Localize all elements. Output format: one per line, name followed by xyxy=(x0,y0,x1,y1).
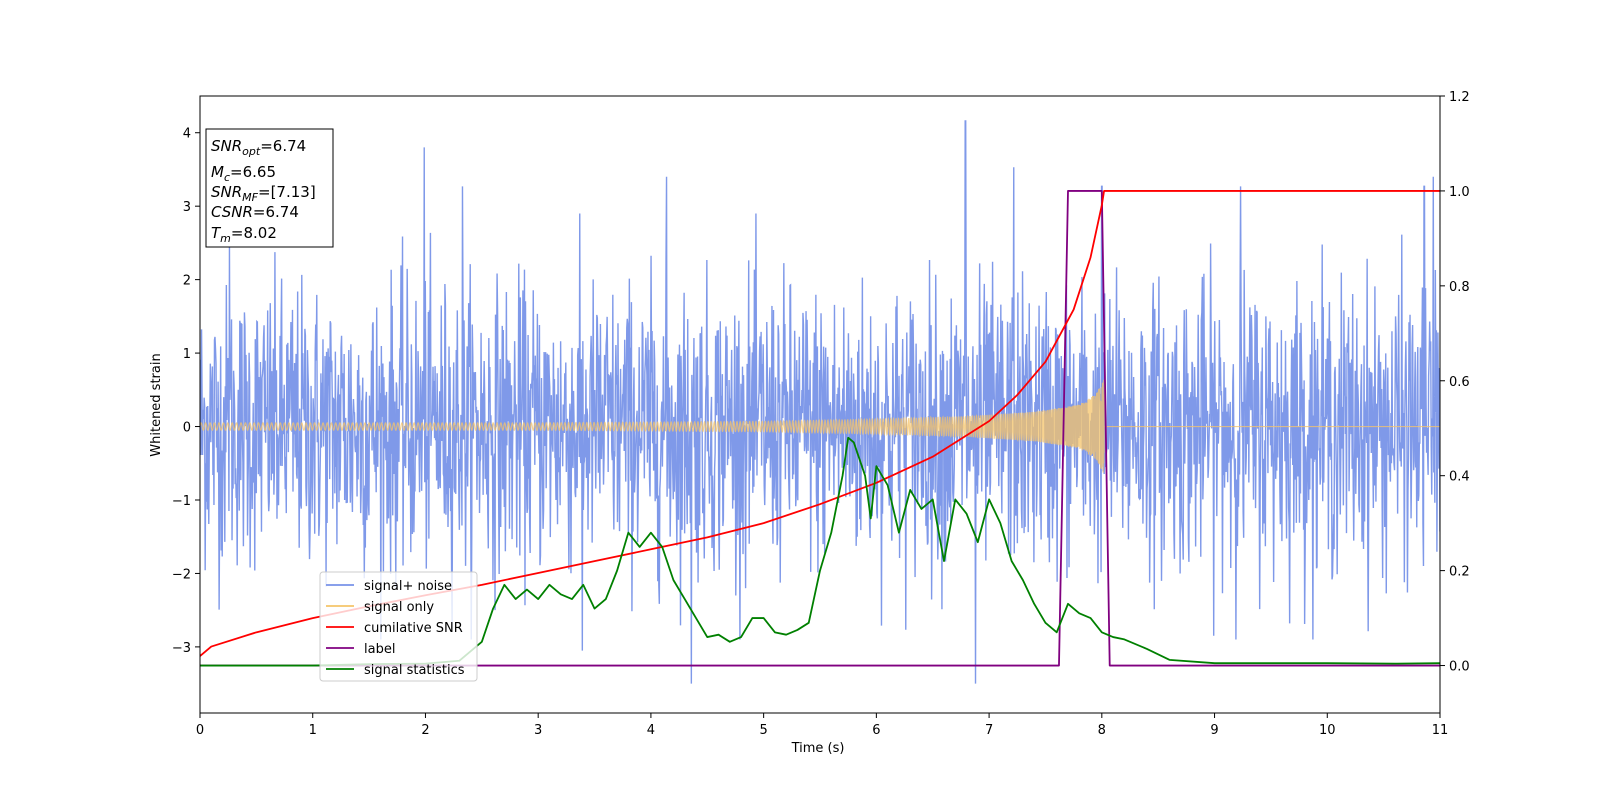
y-right-tick-label: 0.0 xyxy=(1449,660,1470,675)
x-tick-label: 5 xyxy=(759,723,767,738)
series-signal-noise-line xyxy=(200,120,1440,684)
y-left-tick-label: −2 xyxy=(172,567,191,582)
x-tick-label: 8 xyxy=(1098,723,1106,738)
info-csnr: CSNR=6.74 xyxy=(211,203,299,221)
legend-label: signal only xyxy=(364,600,434,615)
x-tick-label: 9 xyxy=(1210,723,1218,738)
info-box-frame xyxy=(205,128,334,248)
x-tick-label: 2 xyxy=(421,723,429,738)
info-mc: Mc=6.65 xyxy=(211,163,276,184)
x-tick-label: 3 xyxy=(534,723,542,738)
series-signal-only-line xyxy=(200,379,1440,473)
info-snr-opt: SNRopt=6.74 xyxy=(211,137,306,158)
y-axis-right: 0.0 0.2 0.4 0.6 0.8 1.0 1.2 xyxy=(1440,90,1470,675)
plot-area-frame xyxy=(199,95,1441,714)
series-signal-statistics-line xyxy=(200,436,1440,667)
y-right-tick-label: 1.0 xyxy=(1449,185,1470,200)
info-tm: Tm=8.02 xyxy=(211,224,277,245)
y-left-tick-label: 2 xyxy=(183,274,191,289)
legend-label: cumilative SNR xyxy=(364,621,463,636)
legend-label: label xyxy=(364,642,395,657)
x-axis: 0 1 2 3 4 5 6 7 8 9 10 11 xyxy=(196,713,1448,738)
series-label-line xyxy=(200,190,1440,667)
legend-frame xyxy=(319,571,478,682)
y-right-tick-label: 0.4 xyxy=(1449,470,1470,485)
y-left-tick-label: 4 xyxy=(183,127,191,142)
y-left-tick-label: −3 xyxy=(172,641,191,656)
legend: signal+ noise signal only cumilative SNR la… xyxy=(319,571,478,682)
x-tick-label: 6 xyxy=(872,723,880,738)
legend-entries: signal+ noise signal only cumilative SNR la… xyxy=(326,579,465,678)
y-left-tick-label: −1 xyxy=(172,494,191,509)
y-axis-left: −3 −2 −1 0 1 2 3 4 xyxy=(172,127,200,656)
y-right-tick-label: 0.2 xyxy=(1449,565,1470,580)
info-snr-mf: SNRMF=[7.13] xyxy=(211,183,316,204)
y-left-tick-label: 1 xyxy=(183,347,191,362)
y-axis-label: Whitened strain xyxy=(149,353,164,456)
y-right-tick-label: 1.2 xyxy=(1449,90,1470,105)
x-tick-label: 10 xyxy=(1319,723,1336,738)
x-tick-label: 0 xyxy=(196,723,204,738)
y-right-tick-label: 0.8 xyxy=(1449,280,1470,295)
info-box: SNRopt=6.74 Mc=6.65 SNRMF=[7.13] CSNR=6.… xyxy=(205,128,334,248)
y-left-tick-label: 3 xyxy=(183,200,191,215)
y-left-tick-label: 0 xyxy=(183,421,191,436)
y-right-tick-label: 0.6 xyxy=(1449,375,1470,390)
x-tick-label: 1 xyxy=(309,723,317,738)
x-tick-label: 4 xyxy=(647,723,655,738)
legend-label: signal statistics xyxy=(364,663,465,678)
x-tick-label: 11 xyxy=(1432,723,1449,738)
legend-label: signal+ noise xyxy=(364,579,452,594)
x-axis-label: Time (s) xyxy=(791,741,845,756)
x-tick-label: 7 xyxy=(985,723,993,738)
